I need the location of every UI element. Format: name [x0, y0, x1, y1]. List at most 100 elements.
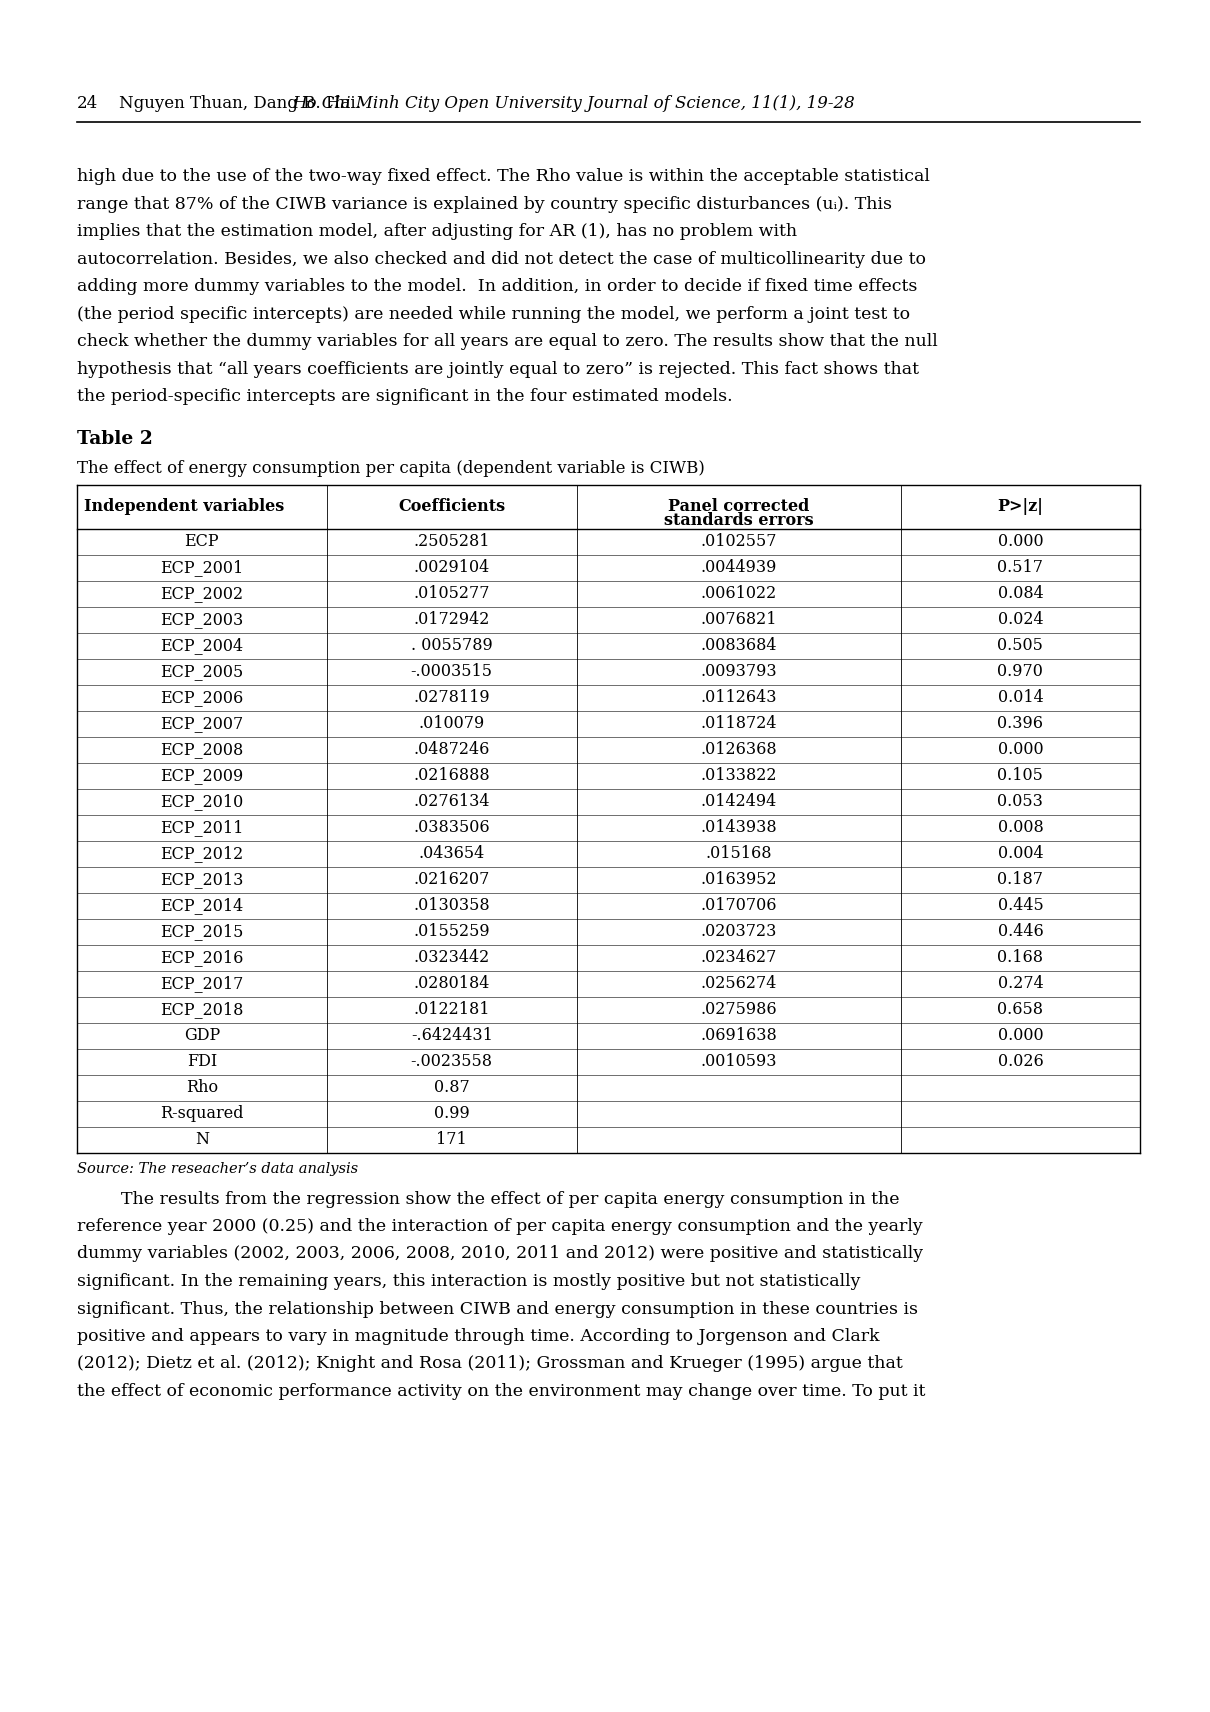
Text: ECP_2004: ECP_2004 [161, 637, 243, 654]
Text: 0.024: 0.024 [997, 611, 1043, 628]
Text: .0122181: .0122181 [414, 1002, 490, 1019]
Text: 0.396: 0.396 [997, 716, 1043, 733]
Text: high due to the use of the two-way fixed effect. The Rho value is within the acc: high due to the use of the two-way fixed… [77, 168, 929, 185]
Text: .0133822: .0133822 [701, 767, 777, 784]
Text: 0.026: 0.026 [997, 1053, 1043, 1070]
Text: 0.004: 0.004 [997, 846, 1043, 863]
Text: .2505281: .2505281 [414, 532, 490, 550]
Text: ECP_2011: ECP_2011 [160, 818, 243, 835]
Text: ECP_2014: ECP_2014 [160, 897, 243, 914]
Text: .010079: .010079 [419, 716, 485, 733]
Text: 0.187: 0.187 [997, 871, 1043, 889]
Text: P>|z|: P>|z| [997, 498, 1043, 515]
Text: .0234627: .0234627 [701, 948, 777, 966]
Text: .0083684: .0083684 [701, 637, 777, 654]
Text: reference year 2000 (0.25) and the interaction of per capita energy consumption : reference year 2000 (0.25) and the inter… [77, 1217, 923, 1234]
Text: .043654: .043654 [419, 846, 485, 863]
Text: .0691638: .0691638 [701, 1027, 777, 1044]
Text: (the period specific intercepts) are needed while running the model, we perform : (the period specific intercepts) are nee… [77, 305, 910, 322]
Text: check whether the dummy variables for all years are equal to zero. The results s: check whether the dummy variables for al… [77, 334, 938, 349]
Text: The effect of energy consumption per capita (dependent variable is CIWB): The effect of energy consumption per cap… [77, 459, 705, 476]
Text: -.0003515: -.0003515 [410, 663, 492, 680]
Text: 0.658: 0.658 [997, 1002, 1043, 1019]
Text: hypothesis that “all years coefficients are jointly equal to zero” is rejected. : hypothesis that “all years coefficients … [77, 361, 920, 378]
Text: ECP_2015: ECP_2015 [160, 923, 243, 940]
Text: .0216207: .0216207 [414, 871, 490, 889]
Text: ECP_2016: ECP_2016 [160, 948, 243, 966]
Text: ECP_2001: ECP_2001 [160, 560, 243, 575]
Text: .0093793: .0093793 [701, 663, 777, 680]
Text: 24: 24 [77, 94, 98, 111]
Text: ECP_2005: ECP_2005 [160, 663, 243, 680]
Text: .0487246: .0487246 [414, 741, 490, 758]
Text: N: N [195, 1132, 209, 1149]
Text: .0118724: .0118724 [701, 716, 777, 733]
Text: 0.053: 0.053 [997, 793, 1043, 810]
Text: .0076821: .0076821 [701, 611, 777, 628]
Text: Rho: Rho [186, 1079, 218, 1096]
Text: Nguyen Thuan, Dang B. Hai.: Nguyen Thuan, Dang B. Hai. [119, 94, 367, 111]
Text: -.6424431: -.6424431 [410, 1027, 492, 1044]
Text: .0203723: .0203723 [701, 923, 777, 940]
Text: .0278119: .0278119 [414, 688, 490, 705]
Text: 0.274: 0.274 [997, 976, 1043, 991]
Text: positive and appears to vary in magnitude through time. According to Jorgenson a: positive and appears to vary in magnitud… [77, 1329, 880, 1346]
Text: .0323442: .0323442 [414, 948, 490, 966]
Text: ECP_2002: ECP_2002 [161, 586, 243, 603]
Text: Coefficients: Coefficients [398, 498, 506, 515]
Text: 0.008: 0.008 [997, 818, 1043, 835]
Text: 0.99: 0.99 [434, 1104, 469, 1121]
Text: implies that the estimation model, after adjusting for AR (1), has no problem wi: implies that the estimation model, after… [77, 223, 797, 240]
Text: .0155259: .0155259 [414, 923, 490, 940]
Text: adding more dummy variables to the model.  In addition, in order to decide if fi: adding more dummy variables to the model… [77, 277, 917, 294]
Text: 0.084: 0.084 [997, 586, 1043, 603]
Text: FDI: FDI [186, 1053, 217, 1070]
Text: .0061022: .0061022 [701, 586, 777, 603]
Text: 0.014: 0.014 [997, 688, 1043, 705]
Text: ECP_2003: ECP_2003 [160, 611, 243, 628]
Text: .0163952: .0163952 [701, 871, 777, 889]
Text: ECP_2009: ECP_2009 [160, 767, 243, 784]
Text: 0.000: 0.000 [997, 1027, 1043, 1044]
Text: .0142494: .0142494 [701, 793, 777, 810]
Text: 0.000: 0.000 [997, 532, 1043, 550]
Text: Panel corrected: Panel corrected [668, 498, 809, 515]
Text: Independent variables: Independent variables [83, 498, 284, 515]
Text: .0280184: .0280184 [414, 976, 490, 991]
Text: ECP_2008: ECP_2008 [160, 741, 243, 758]
Text: .0383506: .0383506 [414, 818, 490, 835]
Text: 0.87: 0.87 [434, 1079, 469, 1096]
Text: .0126368: .0126368 [701, 741, 777, 758]
Text: Source: The reseacher’s data analysis: Source: The reseacher’s data analysis [77, 1162, 358, 1176]
Text: ECP_2013: ECP_2013 [160, 871, 243, 889]
Text: .0275986: .0275986 [701, 1002, 777, 1019]
Text: the period-specific intercepts are significant in the four estimated models.: the period-specific intercepts are signi… [77, 389, 732, 406]
Text: Table 2: Table 2 [77, 430, 152, 447]
Text: Ho Chi Minh City Open University Journal of Science, 11(1), 19-28: Ho Chi Minh City Open University Journal… [293, 94, 855, 111]
Text: ECP: ECP [185, 532, 219, 550]
Text: ECP_2007: ECP_2007 [160, 716, 243, 733]
Text: 0.970: 0.970 [997, 663, 1043, 680]
Text: .0029104: .0029104 [414, 560, 490, 575]
Text: .0130358: .0130358 [414, 897, 490, 914]
Text: .0276134: .0276134 [414, 793, 490, 810]
Text: 0.446: 0.446 [997, 923, 1043, 940]
Text: .0102557: .0102557 [701, 532, 777, 550]
Text: the effect of economic performance activity on the environment may change over t: the effect of economic performance activ… [77, 1383, 926, 1400]
Text: 0.105: 0.105 [997, 767, 1043, 784]
Text: 0.517: 0.517 [997, 560, 1043, 575]
Text: .0172942: .0172942 [414, 611, 490, 628]
Text: ECP_2012: ECP_2012 [160, 846, 243, 863]
Text: standards errors: standards errors [664, 512, 813, 529]
Text: ECP_2018: ECP_2018 [160, 1002, 243, 1019]
Text: 0.000: 0.000 [997, 741, 1043, 758]
Text: The results from the regression show the effect of per capita energy consumption: The results from the regression show the… [77, 1190, 899, 1207]
Text: .0143938: .0143938 [701, 818, 777, 835]
Text: .0044939: .0044939 [701, 560, 777, 575]
Text: significant. Thus, the relationship between CIWB and energy consumption in these: significant. Thus, the relationship betw… [77, 1301, 918, 1318]
Text: GDP: GDP [184, 1027, 220, 1044]
Text: significant. In the remaining years, this interaction is mostly positive but not: significant. In the remaining years, thi… [77, 1274, 860, 1291]
Text: .0170706: .0170706 [701, 897, 777, 914]
Text: -.0023558: -.0023558 [410, 1053, 492, 1070]
Text: 0.445: 0.445 [997, 897, 1043, 914]
